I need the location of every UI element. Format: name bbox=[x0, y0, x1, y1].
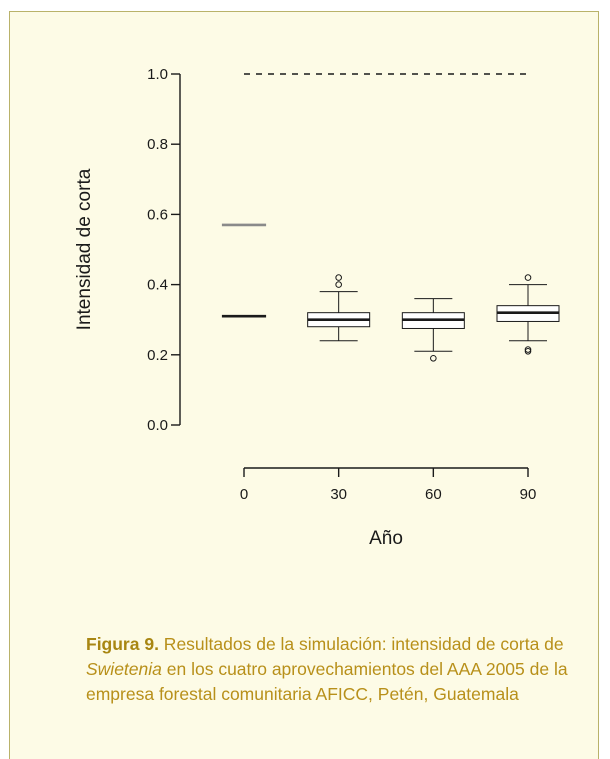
figure-panel: 0.0 0.2 0.4 0.6 0.8 1.0 0 30 60 90 Intensidad de… bbox=[9, 11, 599, 759]
reference-lines bbox=[221, 73, 528, 318]
y-axis: 0.0 0.2 0.4 0.6 0.8 1.0 bbox=[147, 66, 181, 434]
caption-text-after: en los cuatro aprovechamientos del AAA 2… bbox=[86, 659, 568, 704]
x-tick-label: 60 bbox=[425, 486, 442, 503]
box bbox=[496, 274, 560, 355]
box-outlier bbox=[524, 274, 532, 281]
box-outlier bbox=[524, 347, 532, 355]
caption-italic-species: Swietenia bbox=[86, 659, 162, 679]
box-outlier bbox=[335, 281, 342, 288]
x-tick-label: 30 bbox=[330, 486, 347, 503]
y-tick-label: 0.4 bbox=[147, 277, 168, 294]
y-tick-label: 1.0 bbox=[147, 66, 168, 83]
x-tick-label: 0 bbox=[240, 486, 248, 503]
box-outlier bbox=[524, 346, 532, 353]
x-axis: 0 30 60 90 bbox=[240, 467, 537, 503]
x-tick-label: 90 bbox=[520, 486, 537, 503]
caption-text-before: Resultados de la simulación: intensidad … bbox=[158, 634, 564, 654]
box bbox=[401, 298, 465, 362]
caption-lead: Figura 9. bbox=[86, 634, 159, 654]
box-outlier bbox=[335, 274, 342, 281]
y-axis-title: Intensidad de corta bbox=[74, 168, 95, 330]
x-axis-title: Año bbox=[369, 528, 403, 549]
box-outlier bbox=[430, 355, 437, 362]
y-tick-label: 0.6 bbox=[147, 206, 168, 223]
y-tick-label: 0.8 bbox=[147, 136, 168, 153]
y-tick-label: 0.0 bbox=[147, 417, 168, 434]
figure-caption: Figura 9. Resultados de la simulación: i… bbox=[86, 632, 596, 707]
boxplot-chart: 0.0 0.2 0.4 0.6 0.8 1.0 0 30 60 90 Intensidad de… bbox=[74, 66, 560, 549]
boxes bbox=[307, 274, 560, 362]
y-tick-label: 0.2 bbox=[147, 347, 168, 364]
box bbox=[307, 274, 371, 342]
